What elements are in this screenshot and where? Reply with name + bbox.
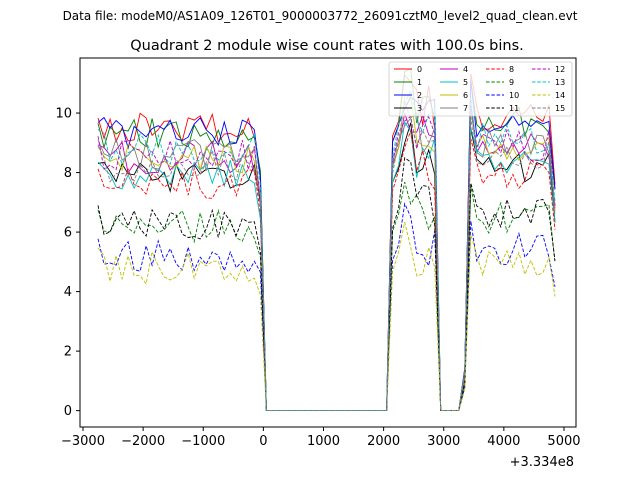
series-layer [97,68,556,412]
series-line-12 [97,104,556,412]
legend-label-4: 4 [463,65,468,74]
axes-frame [79,57,577,428]
series-line-15 [97,100,556,412]
legend-label-13: 13 [555,78,565,87]
legend-label-8: 8 [509,65,514,74]
legend-label-7: 7 [463,104,468,113]
x-offset-label: +3.334e8 [510,455,574,470]
x-tick-label: 1000 [307,434,340,449]
y-tick-label: 10 [55,107,72,122]
x-tick-label: 3000 [427,434,460,449]
legend-label-2: 2 [417,91,422,100]
legend-label-6: 6 [463,91,468,100]
series-line-10 [97,202,556,412]
suptitle: Data file: modeM0/AS1A09_126T01_90000037… [63,9,578,23]
legend-label-10: 10 [509,91,519,100]
chart-title: Quadrant 2 module wise count rates with … [130,38,524,54]
legend-label-5: 5 [463,78,468,87]
y-tick-label: 2 [64,345,72,360]
legend-box [388,61,573,117]
legend-label-3: 3 [417,104,422,113]
x-tick-label: −2000 [121,434,165,449]
x-tick-label: 4000 [487,434,520,449]
legend-label-14: 14 [555,91,565,100]
x-tick-label: −3000 [61,434,105,449]
legend-label-15: 15 [555,104,565,113]
legend-label-1: 1 [417,78,422,87]
legend-label-11: 11 [509,104,519,113]
legend-label-12: 12 [555,65,565,74]
y-tick-label: 0 [64,404,72,419]
x-tick-label: −1000 [181,434,225,449]
legend-label-0: 0 [417,65,422,74]
y-tick-label: 4 [64,285,72,300]
series-line-14 [97,221,556,412]
x-tick-label: 0 [259,434,267,449]
y-tick-label: 8 [64,166,72,181]
plot-area [80,58,576,427]
legend-label-9: 9 [509,78,514,87]
y-tick-label: 6 [64,226,72,241]
x-tick-label: 2000 [367,434,400,449]
x-tick-label: 5000 [547,434,580,449]
y-axis-ticks: 0 2 4 6 8 10 [55,107,80,419]
x-axis-ticks: −3000 −2000 −1000 0 1000 2000 3000 4000 5000 [61,427,581,449]
series-line-13 [97,89,556,412]
